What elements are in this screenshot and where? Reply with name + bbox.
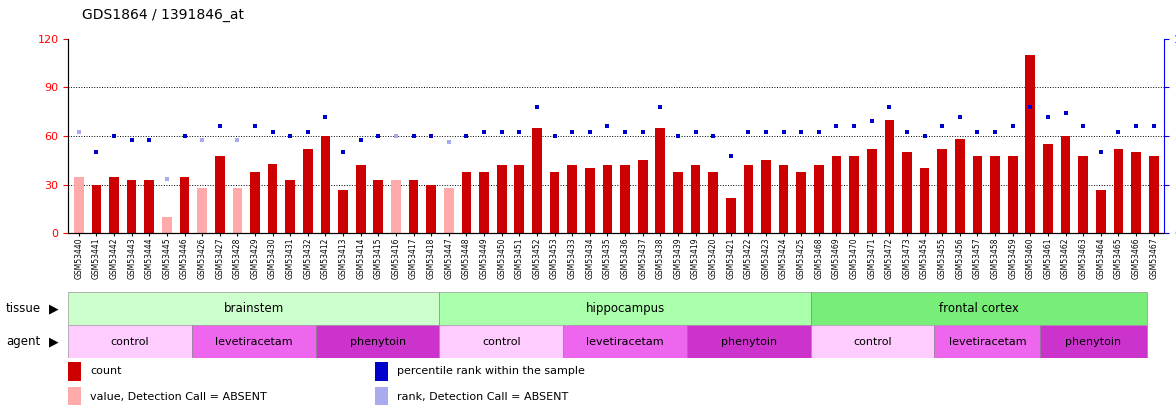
Bar [496,165,507,233]
Bar [68,387,81,405]
Bar [990,156,1000,233]
Bar [1114,149,1123,233]
Text: value, Detection Call = ABSENT: value, Detection Call = ABSENT [91,392,267,402]
Bar [339,190,348,233]
Bar [655,128,666,233]
Bar [779,165,788,233]
Bar [1096,190,1105,233]
Bar [198,188,207,233]
Bar [321,136,330,233]
Bar [1043,144,1053,233]
Bar [743,165,753,233]
Bar [68,292,440,325]
Text: GDS1864 / 1391846_at: GDS1864 / 1391846_at [82,8,245,22]
Text: levetiracetam: levetiracetam [587,337,664,347]
Bar [315,325,440,358]
Bar [440,325,563,358]
Bar [708,172,719,233]
Bar [74,177,83,233]
Bar [637,160,648,233]
Text: levetiracetam: levetiracetam [215,337,293,347]
Bar [761,160,770,233]
Text: tissue: tissue [6,302,41,315]
Bar [814,165,823,233]
Bar [1131,152,1141,233]
Bar [884,120,894,233]
Text: control: control [854,337,891,347]
Bar [109,177,119,233]
Bar [392,180,401,233]
Bar [810,292,1147,325]
Bar [92,185,101,233]
Text: control: control [111,337,149,347]
Bar [180,177,189,233]
Text: rank, Detection Call = ABSENT: rank, Detection Call = ABSENT [397,392,568,402]
Text: control: control [482,337,521,347]
Bar [145,180,154,233]
Bar [1025,55,1035,233]
Bar [303,149,313,233]
Text: brainstem: brainstem [223,302,283,315]
Bar [268,164,278,233]
Bar [1008,156,1017,233]
Bar [920,168,929,233]
Bar [409,180,419,233]
Bar [673,172,683,233]
Bar [532,128,542,233]
Bar [375,387,388,405]
Bar [902,152,911,233]
Bar [445,188,454,233]
Bar [427,185,436,233]
Bar [687,325,810,358]
Bar [937,149,947,233]
Text: hippocampus: hippocampus [586,302,664,315]
Text: frontal cortex: frontal cortex [938,302,1018,315]
Text: count: count [91,367,121,377]
Bar [563,325,687,358]
Bar [849,156,858,233]
Bar [440,292,810,325]
Bar [955,139,964,233]
Bar [973,156,982,233]
Bar [374,180,383,233]
Bar [286,180,295,233]
Text: phenytoin: phenytoin [1065,337,1122,347]
Bar [192,325,315,358]
Bar [127,180,136,233]
Text: ▶: ▶ [49,302,59,315]
Bar [162,217,172,233]
Bar [690,165,701,233]
Bar [356,165,366,233]
Bar [514,165,524,233]
Bar [549,172,560,233]
Bar [726,198,736,233]
Bar [831,156,841,233]
Bar [567,165,577,233]
Bar [215,156,225,233]
Text: phenytoin: phenytoin [349,337,406,347]
Bar [375,362,388,381]
Bar [620,165,630,233]
Bar [810,325,935,358]
Bar [1078,156,1088,233]
Text: phenytoin: phenytoin [721,337,777,347]
Text: ▶: ▶ [49,335,59,348]
Bar [602,165,613,233]
Bar [1041,325,1147,358]
Bar [1061,136,1070,233]
Bar [935,325,1041,358]
Text: levetiracetam: levetiracetam [949,337,1027,347]
Bar [68,325,192,358]
Bar [796,172,806,233]
Text: percentile rank within the sample: percentile rank within the sample [397,367,584,377]
Bar [480,172,489,233]
Bar [233,188,242,233]
Bar [584,168,595,233]
Text: agent: agent [6,335,40,348]
Bar [1149,156,1158,233]
Bar [462,172,472,233]
Bar [867,149,876,233]
Bar [250,172,260,233]
Bar [68,362,81,381]
